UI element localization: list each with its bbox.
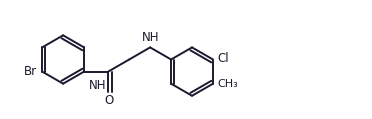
- Text: CH₃: CH₃: [217, 79, 238, 89]
- Text: Br: Br: [24, 65, 38, 78]
- Text: NH: NH: [141, 30, 159, 44]
- Text: O: O: [105, 94, 114, 107]
- Text: Cl: Cl: [217, 52, 228, 65]
- Text: NH: NH: [89, 79, 107, 92]
